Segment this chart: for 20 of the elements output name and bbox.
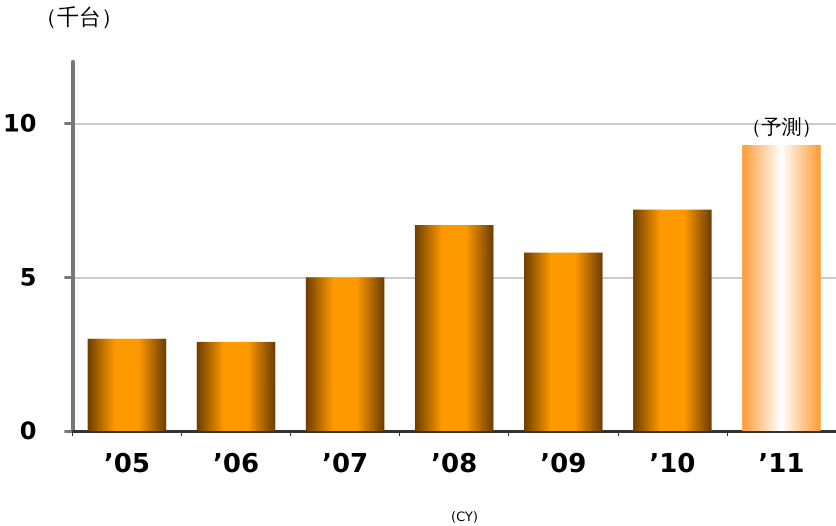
- x-tick-label: ’06: [212, 449, 260, 479]
- bar: [306, 277, 384, 431]
- bar: [414, 224, 494, 431]
- bar: [196, 342, 276, 431]
- bar: [742, 145, 821, 431]
- x-axis-title: (CY): [451, 510, 478, 525]
- x-tick-label: ’07: [322, 449, 368, 479]
- y-tick-label: 5: [20, 263, 36, 292]
- y-tick-label: 0: [20, 417, 36, 445]
- bar: [88, 338, 166, 431]
- x-tick-label: ’11: [758, 449, 804, 479]
- x-tick-label: ’10: [649, 449, 696, 479]
- annotation: （予測）: [741, 114, 822, 139]
- bar: [524, 252, 603, 431]
- x-tick-label: ’09: [540, 449, 586, 479]
- x-tick-label: ’05: [104, 449, 150, 479]
- y-tick-label: 10: [2, 110, 36, 138]
- y-axis-title: （千台）: [35, 6, 123, 30]
- x-tick-label: ’08: [431, 449, 478, 479]
- bar: [633, 210, 712, 431]
